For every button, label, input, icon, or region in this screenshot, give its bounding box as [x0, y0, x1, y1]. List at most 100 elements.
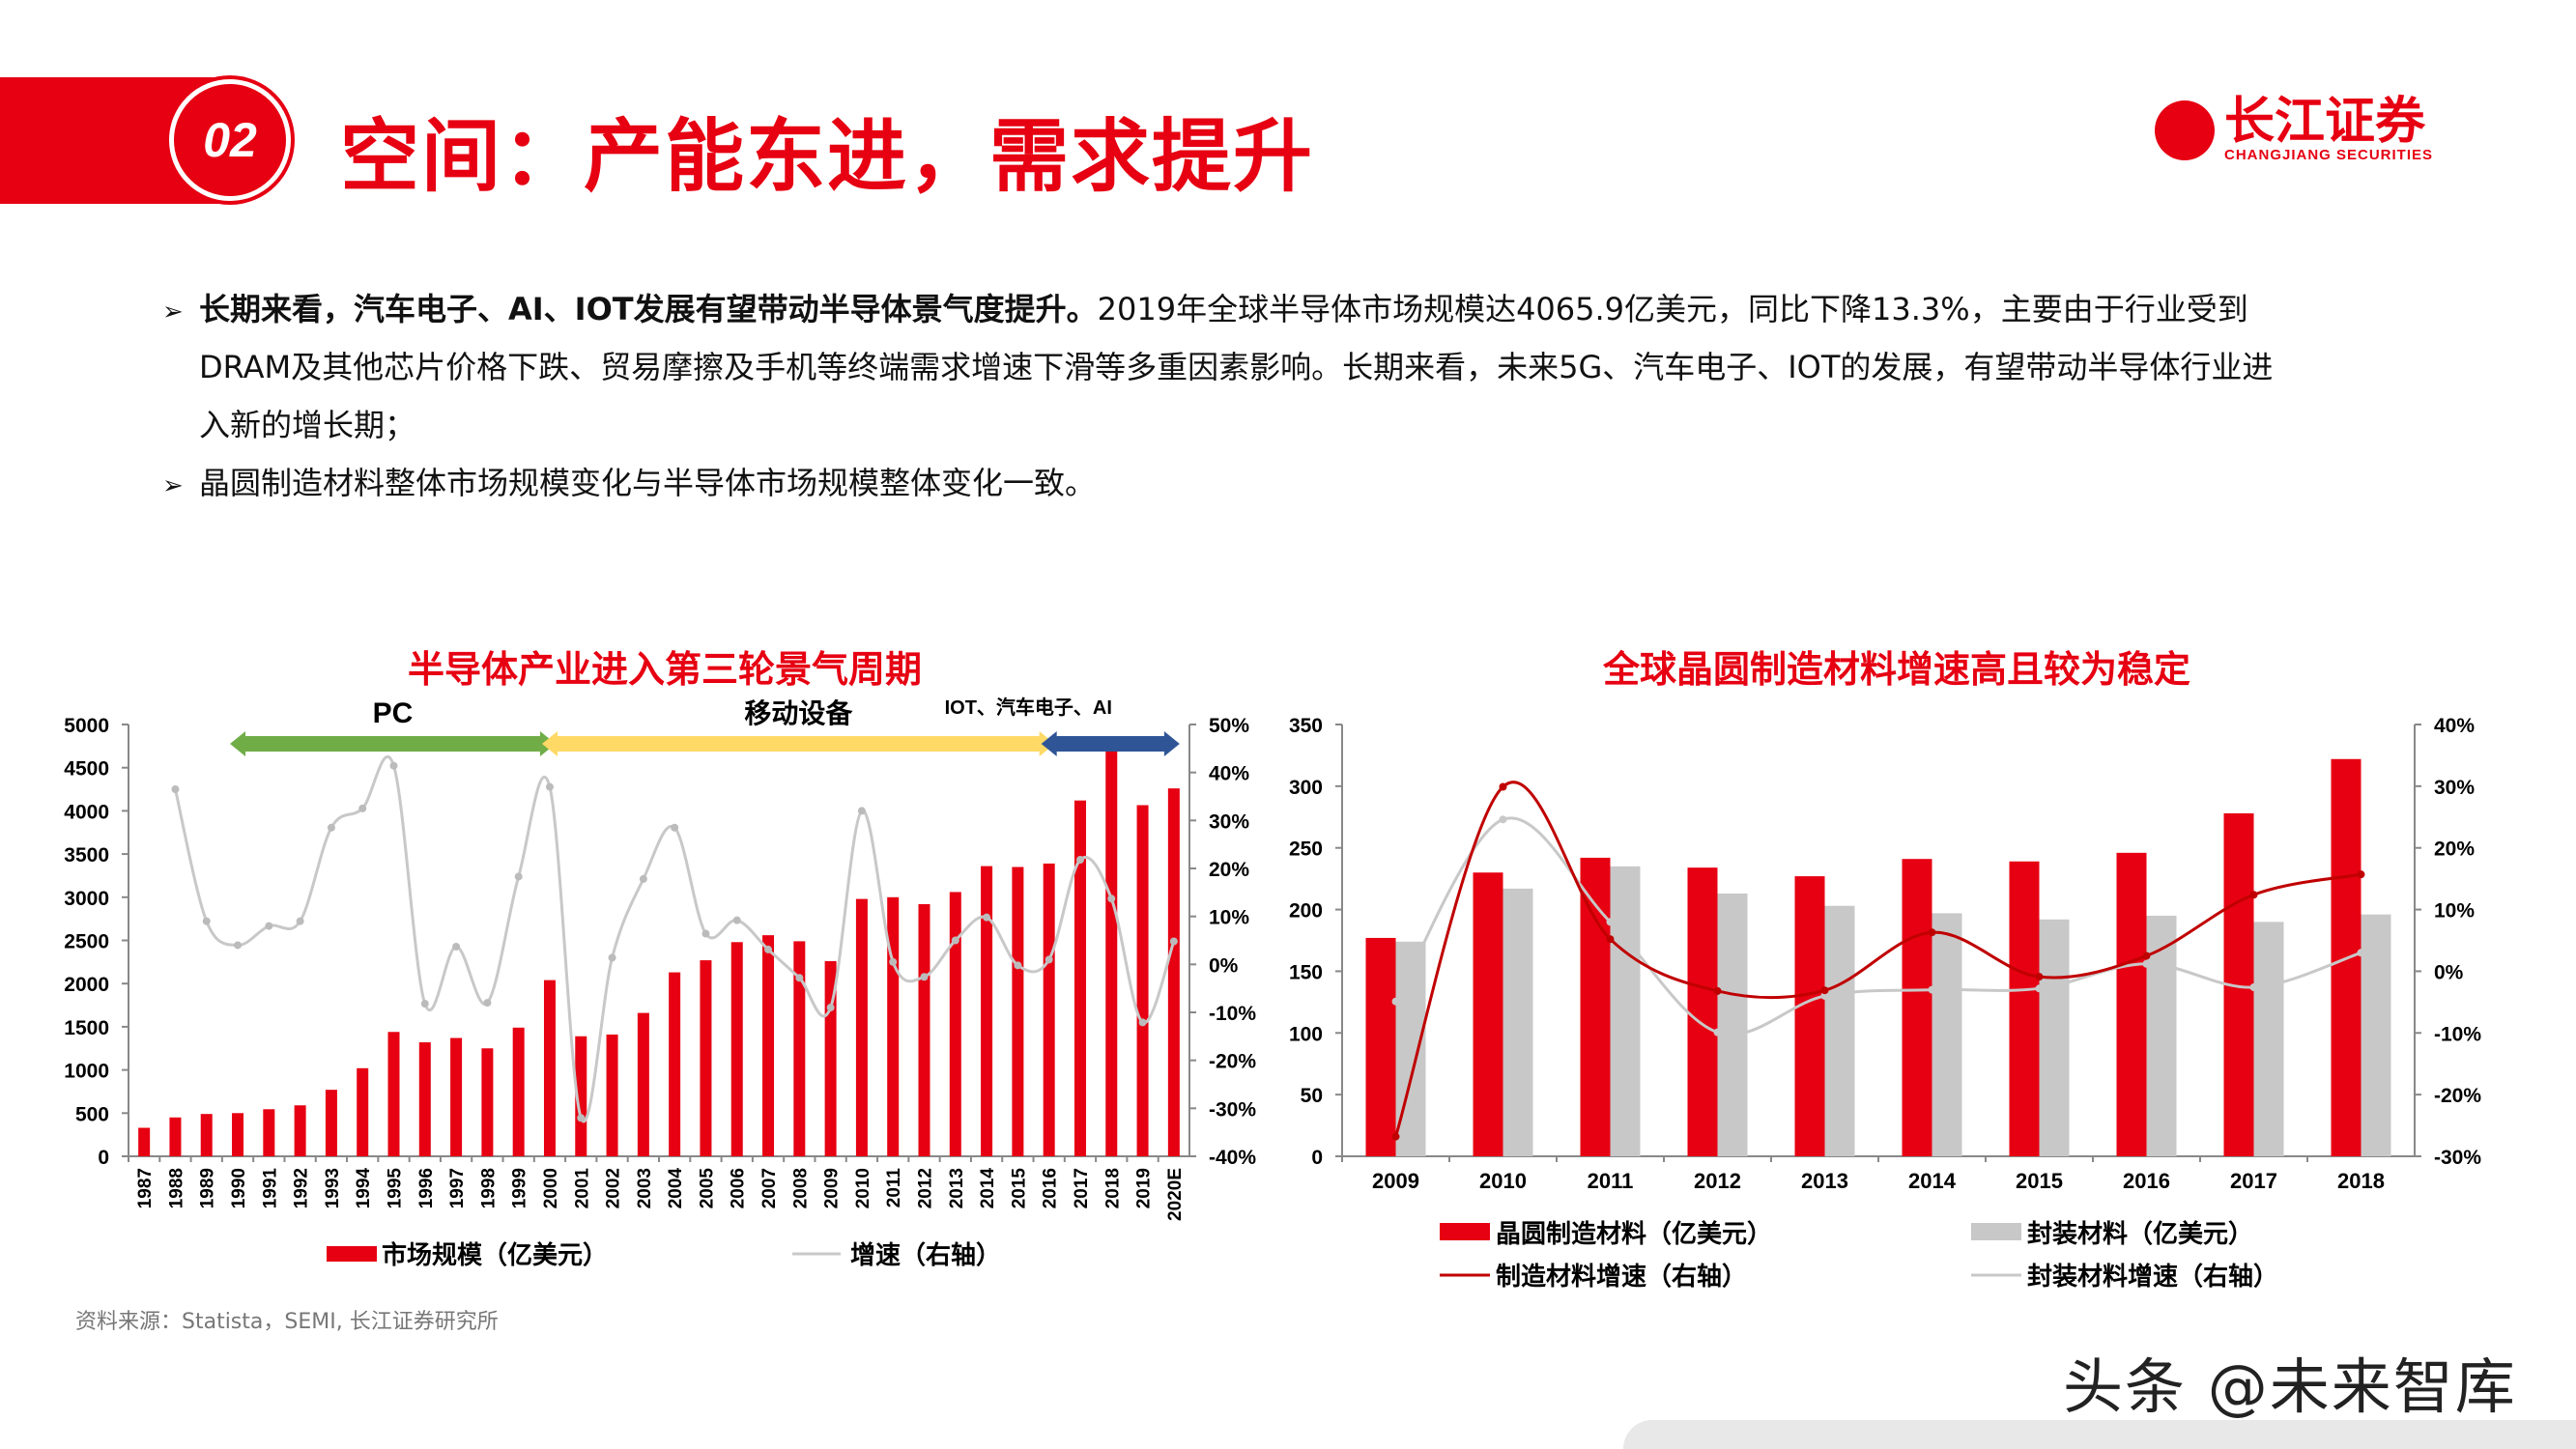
legend-label: 市场规模（亿美元）: [382, 1240, 608, 1269]
x-tick-label: 2019: [1134, 1168, 1155, 1208]
x-tick-label: 1998: [478, 1168, 499, 1208]
packaging-material-bar: [1932, 913, 1962, 1156]
left-tick-label: 300: [1289, 777, 1323, 799]
right-tick-label: -40%: [1209, 1147, 1256, 1169]
packaging-growth-point: [1820, 991, 1829, 1000]
packaging-growth-point: [2249, 983, 2258, 992]
legend-label: 封装材料（亿美元）: [2027, 1219, 2253, 1248]
x-tick-label: 2018: [1102, 1168, 1123, 1208]
x-tick-label: 2000: [541, 1168, 561, 1208]
wafer-material-bar: [1687, 867, 1718, 1156]
era-label: PC: [373, 697, 414, 729]
market-size-bar: [949, 892, 961, 1156]
x-tick-label: 2002: [604, 1168, 624, 1208]
market-size-bar: [981, 866, 993, 1156]
x-tick-label: 2015: [1009, 1168, 1029, 1209]
legend-bar-swatch: [327, 1246, 377, 1262]
right-tick-label: 30%: [2434, 777, 2475, 799]
x-tick-label: 1987: [135, 1168, 156, 1208]
market-size-bar: [481, 1048, 494, 1156]
growth-point: [171, 785, 180, 794]
growth-point: [889, 957, 898, 966]
market-size-bar: [325, 1090, 337, 1156]
right-tick-label: -30%: [1209, 1098, 1256, 1121]
right-tick-label: 40%: [2434, 715, 2475, 737]
legend-label: 封装材料增速（右轴）: [2027, 1262, 2278, 1291]
market-size-bar: [450, 1037, 463, 1156]
wafer-material-bar: [1365, 937, 1396, 1156]
era-arrow-2: [1041, 731, 1180, 756]
left-tick-label: 100: [1289, 1023, 1323, 1045]
growth-point: [514, 872, 523, 881]
growth-point: [1107, 895, 1116, 903]
x-tick-label: 2004: [666, 1168, 686, 1209]
growth-point: [389, 761, 398, 770]
x-tick-label: 1997: [447, 1168, 468, 1208]
wafer-growth-point: [2249, 891, 2258, 899]
bullet-1-bold: 长期来看，汽车电子、AI、IOT发展有望带动半导体景气度提升。: [199, 291, 1098, 327]
wafer-growth-point: [2035, 973, 2044, 981]
market-size-bar: [793, 941, 806, 1156]
bullet-1-line-2: DRAM及其他芯片价格下跌、贸易摩擦及手机等终端需求增速下滑等多重因素影响。长期…: [199, 349, 2274, 385]
era-arrow-1: [541, 731, 1055, 756]
legend-wafer-swatch: [1440, 1223, 1490, 1240]
market-size-bar: [1105, 751, 1118, 1156]
x-tick-label: 2015: [2016, 1169, 2063, 1193]
page-title: 空间：产能东进，需求提升: [340, 111, 1315, 203]
packaging-growth-point: [2142, 959, 2151, 968]
packaging-material-bar: [1824, 905, 1855, 1156]
x-tick-label: 2017: [2230, 1169, 2277, 1193]
left-tick-label: 2500: [64, 931, 109, 953]
left-tick-label: 0: [98, 1147, 109, 1169]
wafer-material-bar: [1794, 876, 1825, 1156]
left-tick-label: 1500: [64, 1017, 109, 1039]
packaging-growth-point: [1606, 918, 1615, 926]
market-size-bar: [232, 1113, 244, 1156]
packaging-material-bar: [1717, 893, 1748, 1156]
footer-decoration: [1623, 1420, 2576, 1449]
packaging-growth-point: [1499, 815, 1507, 824]
x-tick-label: 2003: [635, 1168, 655, 1208]
packaging-material-bar: [1610, 866, 1641, 1156]
growth-point: [1138, 1018, 1147, 1027]
wafer-growth-point: [1391, 1132, 1400, 1141]
x-tick-label: 2014: [1908, 1169, 1957, 1193]
left-tick-label: 4000: [64, 801, 109, 823]
wafer-material-bar: [1473, 872, 1503, 1156]
era-label: IOT、汽车电子、AI: [945, 696, 1112, 719]
wafer-growth-point: [1928, 928, 1936, 937]
era-label: 移动设备: [744, 698, 853, 728]
wafer-growth-point: [1606, 935, 1615, 944]
growth-point: [1075, 856, 1084, 865]
growth-point: [545, 782, 554, 791]
market-size-bar: [543, 980, 556, 1156]
left-tick-label: 0: [1311, 1147, 1323, 1169]
bullet-1-text: 2019年全球半导体市场规模达4065.9亿美元，同比下降13.3%，主要由于行…: [1097, 291, 2248, 327]
x-tick-label: 1988: [166, 1168, 186, 1208]
x-tick-label: 1999: [510, 1168, 530, 1208]
market-size-bar: [169, 1117, 182, 1156]
market-size-bar: [730, 942, 743, 1156]
market-size-bar: [387, 1032, 400, 1156]
left-tick-label: 250: [1289, 838, 1323, 861]
left-tick-label: 1000: [64, 1061, 109, 1083]
growth-point: [1045, 955, 1053, 964]
market-size-bar: [606, 1034, 618, 1156]
left-tick-label: 50: [1301, 1085, 1323, 1107]
logo-en: CHANGJIANG SECURITIES: [2224, 147, 2434, 163]
x-tick-label: 2011: [884, 1168, 904, 1208]
legend-label: 增速（右轴）: [850, 1240, 1001, 1269]
growth-point: [296, 917, 304, 925]
growth-point: [577, 1114, 586, 1122]
right-tick-label: 50%: [1209, 715, 1249, 737]
packaging-material-bar: [1503, 888, 1533, 1156]
growth-point: [234, 941, 243, 950]
dragon-logo-icon: [2155, 99, 2215, 160]
left-tick-label: 350: [1289, 715, 1323, 737]
right-tick-label: 20%: [1209, 859, 1249, 881]
packaging-growth-point: [1928, 985, 1936, 994]
x-tick-label: 2006: [729, 1168, 749, 1208]
bullet-2-text: 晶圆制造材料整体市场规模变化与半导体市场规模整体变化一致。: [199, 465, 1097, 501]
market-size-bar: [887, 896, 900, 1156]
x-tick-label: 2013: [1801, 1169, 1848, 1193]
